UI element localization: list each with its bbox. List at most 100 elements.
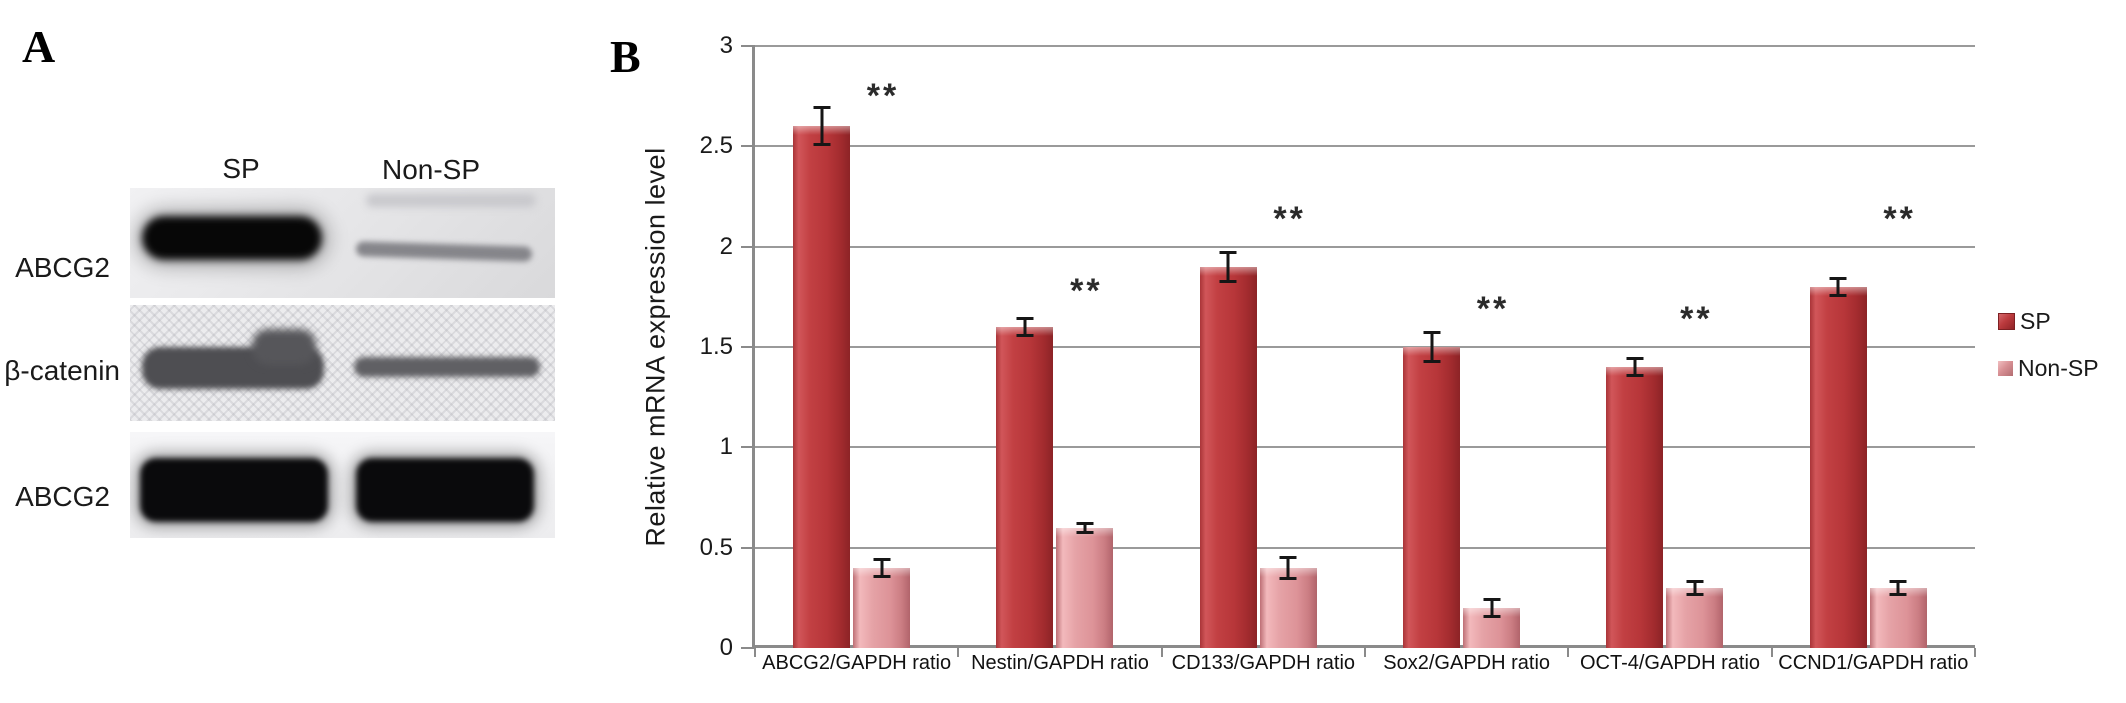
- legend-label-non-sp: Non-SP: [2018, 355, 2099, 381]
- blot-band-abcg2-nonsp-smear: [366, 194, 536, 207]
- error-bar-cap-top: [873, 557, 890, 561]
- y-axis-tick: [741, 346, 755, 348]
- panel-b-label: B: [610, 31, 641, 82]
- chart-legend: SP Non-SP: [1998, 308, 2099, 402]
- error-bar-cap-top: [1219, 250, 1237, 254]
- legend-swatch-non-sp: [1998, 361, 2013, 376]
- legend-item-sp: SP: [1998, 308, 2099, 335]
- x-tick-label-4: OCT-4/GAPDH ratio: [1579, 652, 1761, 674]
- error-bar-cap-bottom: [813, 143, 830, 147]
- x-axis-tick: [1364, 648, 1366, 657]
- western-blot-abcg2-loading: [130, 432, 555, 538]
- legend-label-sp: SP: [2020, 308, 2051, 334]
- blot-band-abcg2-sp: [142, 216, 322, 260]
- error-bar-cap-bottom: [873, 574, 890, 578]
- error-bar-line: [1836, 276, 1840, 297]
- significance-marker-4: **: [1680, 299, 1713, 338]
- blot-band-beta-catenin-nonsp: [354, 357, 540, 377]
- blot-band-loading-sp: [140, 458, 328, 522]
- error-bar-line: [1023, 316, 1027, 337]
- x-axis-tick: [957, 648, 960, 657]
- y-axis-tick: [741, 546, 755, 549]
- gridline-2.5: [755, 145, 1975, 148]
- error-bar-line: [1633, 357, 1637, 378]
- x-axis-tick: [754, 648, 756, 657]
- legend-swatch-sp: [1998, 313, 2015, 330]
- bar-sp-5: [1809, 286, 1867, 648]
- y-tick-label: 0.5: [699, 533, 733, 561]
- error-bar-cap-top: [1483, 597, 1500, 601]
- y-axis-tick: [741, 446, 755, 449]
- error-bar-line: [1896, 579, 1900, 596]
- bar-sp-0: [793, 126, 850, 648]
- error-bar-cap-top: [1829, 276, 1847, 280]
- error-bar-sp-4: [1606, 357, 1663, 378]
- significance-marker-2: **: [1273, 199, 1306, 238]
- y-tick-label: 0: [719, 634, 733, 661]
- significance-marker-0: **: [866, 77, 900, 116]
- x-tick-label-3: Sox2/GAPDH ratio: [1383, 652, 1551, 674]
- panel-a-label: A: [22, 21, 56, 72]
- error-bar-cap-top: [1016, 316, 1034, 320]
- blot-row-label-beta-catenin: β-catenin: [4, 355, 120, 386]
- gridline-0.5: [755, 546, 1975, 549]
- y-tick-label: 3: [719, 32, 733, 59]
- x-tick-label-5: CCND1/GAPDH ratio: [1778, 652, 1969, 674]
- error-bar-line: [1083, 521, 1087, 534]
- error-bar-sp-1: [996, 316, 1053, 337]
- error-bar-cap-top: [813, 106, 830, 110]
- error-bar-cap-bottom: [1686, 592, 1704, 596]
- error-bar-cap-bottom: [1219, 279, 1237, 283]
- error-bar-non-sp-5: [1870, 579, 1927, 596]
- y-tick-label: 1.5: [699, 333, 733, 360]
- error-bar-non-sp-3: [1463, 597, 1520, 618]
- blot-band-abcg2-nonsp: [355, 241, 533, 262]
- bar-non-sp-0: [853, 567, 910, 648]
- western-blot-abcg2: [130, 188, 555, 298]
- error-bar-cap-bottom: [1016, 333, 1034, 337]
- significance-marker-5: **: [1883, 199, 1916, 238]
- error-bar-cap-bottom: [1076, 530, 1094, 534]
- blot-row-label-abcg2-top: ABCG2: [15, 252, 110, 283]
- gridline-2: [755, 245, 1975, 248]
- error-bar-sp-3: [1403, 330, 1460, 364]
- blot-row-label-abcg2-bottom: ABCG2: [15, 481, 110, 512]
- error-bar-non-sp-2: [1260, 555, 1317, 580]
- x-axis-line: [752, 645, 1975, 648]
- bar-non-sp-1: [1056, 527, 1114, 648]
- bar-sp-2: [1199, 266, 1257, 648]
- significance-marker-1: **: [1070, 271, 1103, 310]
- y-axis-tick: [741, 647, 755, 649]
- error-bar-non-sp-0: [853, 557, 910, 578]
- western-blot-beta-catenin: [130, 305, 555, 421]
- error-bar-cap-bottom: [1829, 293, 1847, 297]
- error-bar-cap-bottom: [1626, 374, 1644, 378]
- error-bar-non-sp-1: [1056, 521, 1113, 534]
- error-bar-non-sp-4: [1666, 579, 1723, 596]
- error-bar-line: [1430, 330, 1433, 364]
- error-bar-line: [1693, 579, 1697, 596]
- error-bar-sp-0: [793, 106, 850, 147]
- error-bar-line: [1286, 555, 1290, 580]
- y-tick-label: 1: [719, 433, 733, 461]
- error-bar-cap-top: [1423, 330, 1440, 334]
- gridline-1.5: [755, 346, 1975, 348]
- bar-chart-plot-area: 0 0.5 1 1.5 2 2.5 3 ** ** ** ** ** ** ABCG2/GAPDH rat…: [700, 32, 1976, 674]
- gridline-1: [755, 446, 1975, 449]
- error-bar-cap-bottom: [1279, 576, 1297, 580]
- error-bar-line: [1226, 250, 1230, 283]
- bar-sp-4: [1606, 367, 1664, 648]
- x-axis-tick: [1770, 648, 1773, 657]
- y-tick-label: 2.5: [699, 132, 733, 160]
- lane-header-non-sp: Non-SP: [381, 154, 481, 185]
- x-axis-tick: [1974, 648, 1976, 657]
- bar-sp-3: [1403, 347, 1460, 648]
- blot-band-beta-catenin-sp-bump: [252, 329, 316, 365]
- legend-item-non-sp: Non-SP: [1998, 355, 2099, 382]
- error-bar-cap-bottom: [1423, 360, 1440, 364]
- x-tick-label-2: CD133/GAPDH ratio: [1171, 652, 1356, 674]
- y-tick-label: 2: [719, 232, 733, 260]
- y-axis-tick: [741, 45, 755, 47]
- error-bar-cap-top: [1626, 357, 1644, 361]
